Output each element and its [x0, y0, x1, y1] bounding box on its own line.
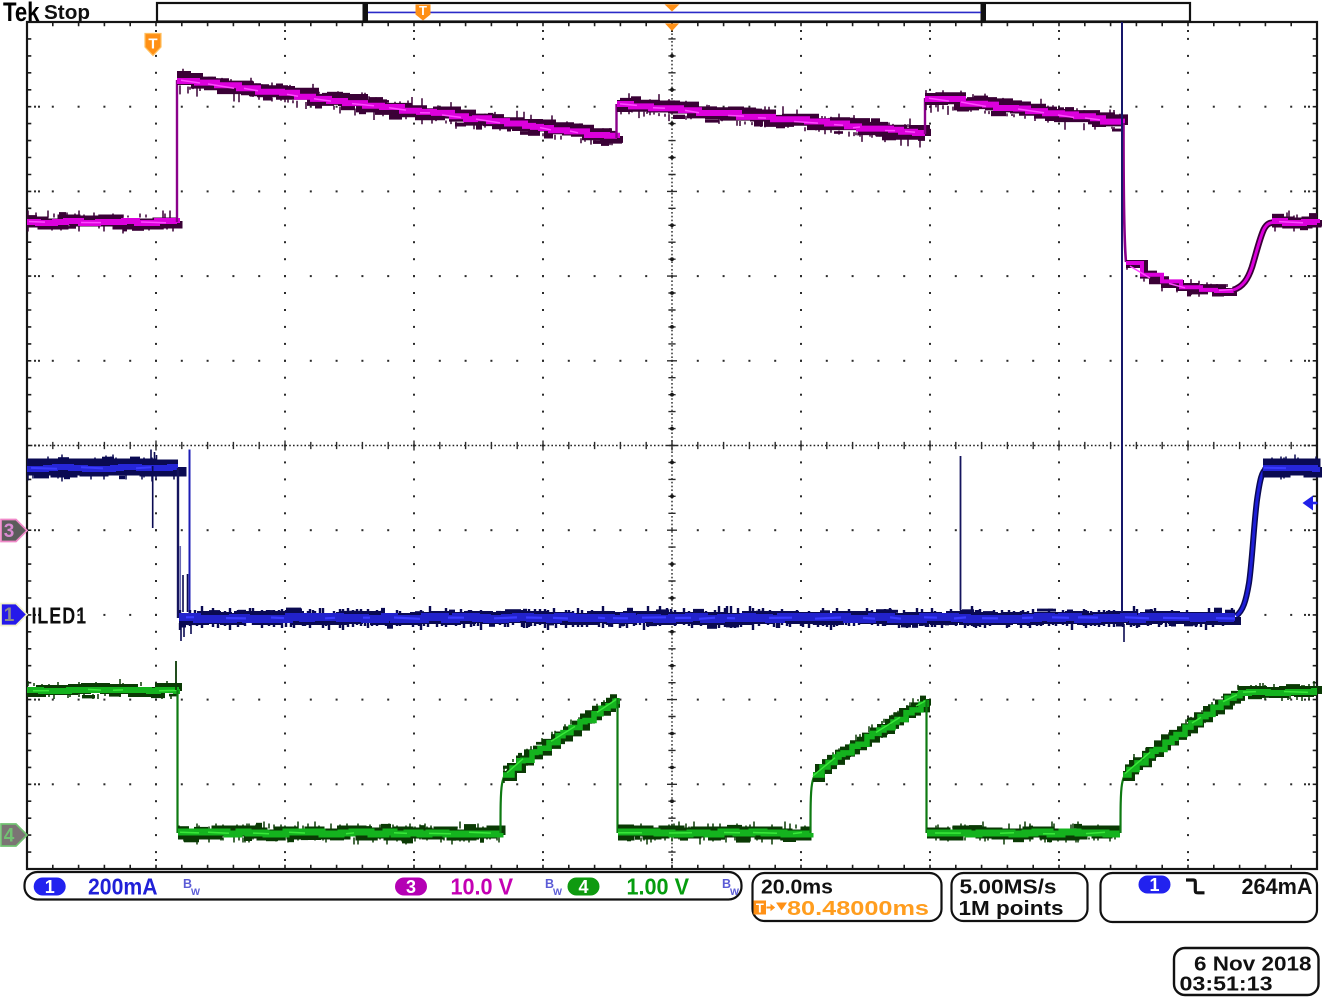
svg-text:03:51:13: 03:51:13	[1180, 974, 1273, 996]
svg-text:ILED1: ILED1	[32, 603, 87, 629]
svg-text:3: 3	[406, 877, 416, 897]
svg-text:T: T	[419, 3, 427, 18]
svg-text:W: W	[730, 887, 739, 898]
svg-text:1: 1	[1149, 875, 1159, 895]
svg-text:3: 3	[4, 521, 15, 542]
svg-text:1: 1	[4, 605, 15, 626]
svg-text:200mA: 200mA	[88, 874, 158, 900]
svg-text:1M points: 1M points	[959, 898, 1064, 920]
svg-text:80.48000ms: 80.48000ms	[787, 897, 929, 920]
svg-text:1.00 V: 1.00 V	[627, 874, 690, 900]
svg-text:10.0 V: 10.0 V	[451, 874, 514, 900]
svg-text:1: 1	[45, 877, 55, 897]
svg-text:6 Nov 2018: 6 Nov 2018	[1194, 954, 1312, 976]
svg-text:T: T	[756, 900, 764, 915]
svg-text:B: B	[722, 877, 731, 891]
svg-text:264mA: 264mA	[1242, 874, 1313, 899]
svg-text:4: 4	[4, 826, 15, 847]
svg-text:T: T	[148, 36, 157, 53]
svg-text:Tek: Tek	[3, 0, 40, 27]
svg-text:W: W	[191, 887, 200, 898]
svg-text:4: 4	[578, 877, 588, 897]
svg-text:Stop: Stop	[44, 1, 90, 24]
svg-text:W: W	[553, 887, 562, 898]
svg-text:B: B	[183, 877, 192, 891]
svg-text:B: B	[545, 877, 554, 891]
svg-text:5.00MS/s: 5.00MS/s	[960, 877, 1057, 899]
svg-text:20.0ms: 20.0ms	[761, 877, 833, 899]
